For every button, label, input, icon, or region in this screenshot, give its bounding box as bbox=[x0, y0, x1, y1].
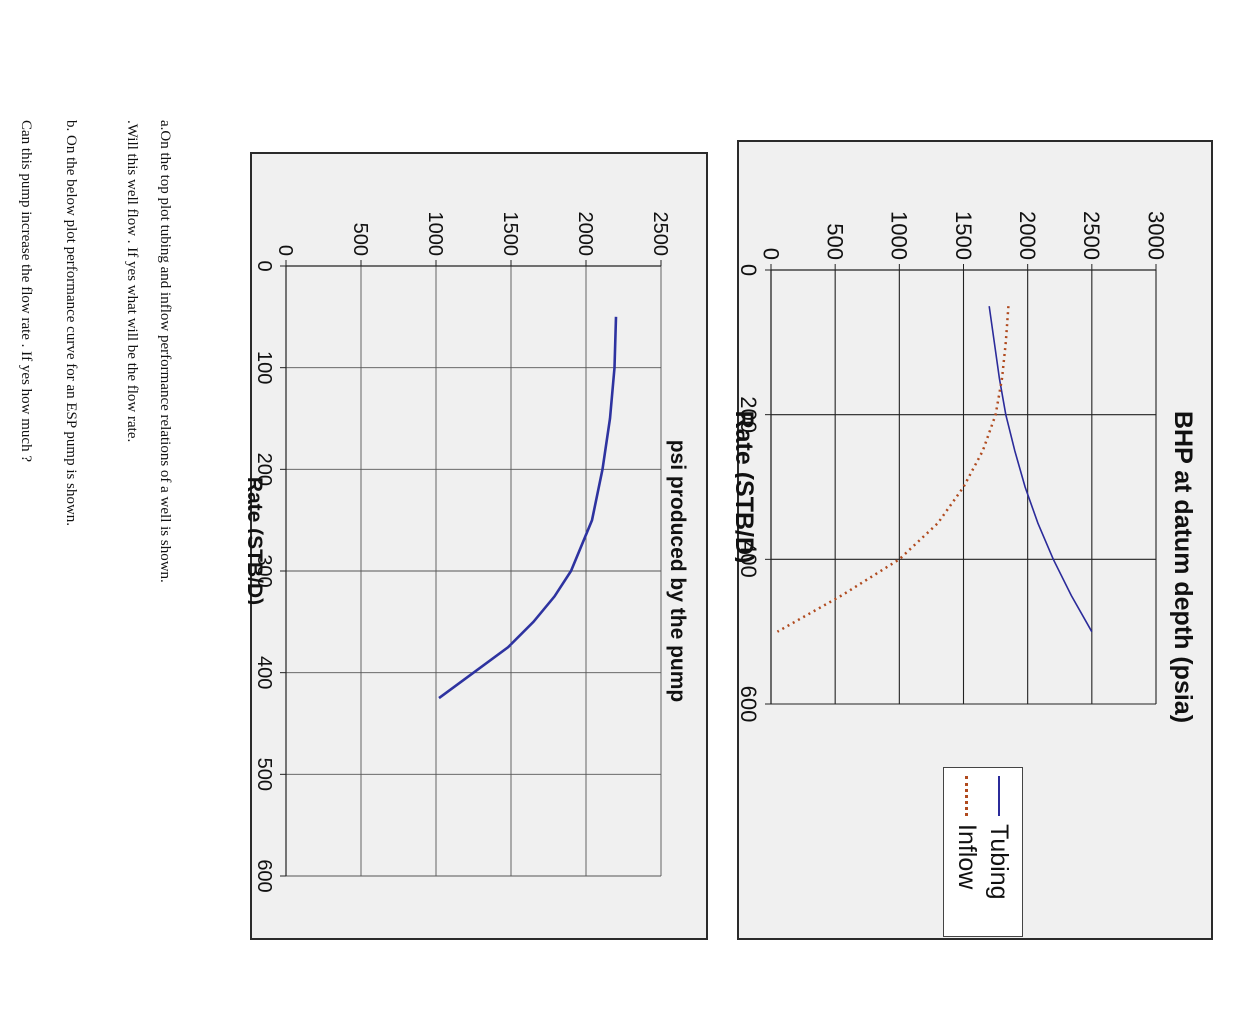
x-tick-label: 300 bbox=[253, 554, 275, 587]
x-tick-label: 200 bbox=[736, 396, 761, 433]
x-tick-label: 0 bbox=[253, 260, 275, 271]
x-tick-label: 100 bbox=[253, 351, 275, 384]
question-a-followup: .Will this well flow . If yes what will … bbox=[124, 120, 140, 443]
x-tick-label: 600 bbox=[253, 859, 275, 892]
y-tick-label: 0 bbox=[758, 248, 783, 260]
y-tick-label: 2000 bbox=[574, 212, 596, 257]
legend-swatch-inflow bbox=[965, 776, 969, 816]
x-tick-label: 400 bbox=[736, 541, 761, 578]
x-tick-label: 500 bbox=[253, 758, 275, 791]
y-tick-label: 500 bbox=[349, 223, 371, 256]
legend-label-tubing: Tubing bbox=[985, 824, 1014, 900]
y-tick-label: 2000 bbox=[1015, 211, 1040, 260]
y-tick-label: 1000 bbox=[887, 211, 912, 260]
y-tick-label: 1000 bbox=[424, 212, 446, 257]
bhp-chart: BHP at datum depth (psia) 0 500 1000 1500 200… bbox=[735, 211, 1197, 723]
x-tick-label: 400 bbox=[253, 656, 275, 689]
x-axis-label: Rate (STB/D) bbox=[735, 411, 758, 564]
bhp-chart-panel: BHP at datum depth (psia) 0 500 1000 1500 200… bbox=[735, 140, 1213, 940]
chart-legend: Tubing Inflow bbox=[943, 767, 1023, 937]
y-tick-label: 500 bbox=[822, 223, 847, 260]
y-axis-label: psi produced by the pump bbox=[666, 440, 689, 703]
x-tick-label: 200 bbox=[253, 453, 275, 486]
y-tick-label: 1500 bbox=[951, 211, 976, 260]
series-line-pump bbox=[438, 316, 618, 700]
y-tick-label: 2500 bbox=[1079, 211, 1104, 260]
y-tick-label: 2500 bbox=[649, 212, 671, 257]
question-c: Can this pump increase the flow rate . I… bbox=[18, 120, 34, 462]
x-tick-label: 600 bbox=[736, 686, 761, 723]
y-tick-label: 3000 bbox=[1143, 211, 1168, 260]
question-a: a.On the top plot tubing and inflow perf… bbox=[157, 120, 173, 583]
series-line-tubing bbox=[988, 306, 1093, 633]
pump-chart-panel: psi produced by the pump 0 500 1000 1500 2000… bbox=[248, 152, 708, 940]
legend-item-tubing: Tubing bbox=[984, 776, 1014, 936]
y-tick-label: 1500 bbox=[499, 212, 521, 257]
x-tick-label: 0 bbox=[736, 264, 761, 276]
x-axis-label: Rate (STB/D) bbox=[248, 477, 266, 605]
legend-swatch-tubing bbox=[998, 776, 1000, 816]
question-b: b. On the below plot performance curve f… bbox=[63, 120, 79, 527]
series-line-inflow bbox=[776, 306, 1010, 633]
legend-item-inflow: Inflow bbox=[952, 776, 982, 936]
legend-label-inflow: Inflow bbox=[953, 824, 982, 890]
y-tick-label: 0 bbox=[274, 245, 296, 256]
y-axis-label: BHP at datum depth (psia) bbox=[1169, 411, 1197, 723]
